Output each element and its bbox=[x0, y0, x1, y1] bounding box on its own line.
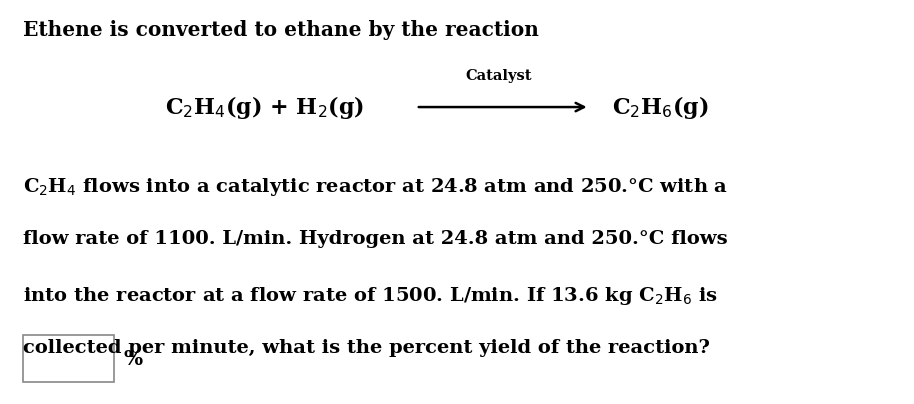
Text: flow rate of 1100. L/min. Hydrogen at 24.8 atm and 250.°C flows: flow rate of 1100. L/min. Hydrogen at 24… bbox=[23, 230, 728, 248]
Text: %: % bbox=[123, 349, 143, 369]
Text: into the reactor at a flow rate of 1500. L/min. If 13.6 kg C$_2$H$_6$ is: into the reactor at a flow rate of 1500.… bbox=[23, 285, 717, 307]
Text: C$_2$H$_4$ flows into a catalytic reactor at 24.8 atm and 250.°C with a: C$_2$H$_4$ flows into a catalytic reacto… bbox=[23, 176, 728, 198]
Text: C$_2$H$_4$(g) + H$_2$(g): C$_2$H$_4$(g) + H$_2$(g) bbox=[165, 94, 364, 120]
Text: Catalyst: Catalyst bbox=[465, 69, 531, 83]
Text: Ethene is converted to ethane by the reaction: Ethene is converted to ethane by the rea… bbox=[23, 20, 538, 40]
Text: collected per minute, what is the percent yield of the reaction?: collected per minute, what is the percen… bbox=[23, 339, 710, 358]
Bar bbox=[23, 335, 114, 382]
Text: C$_2$H$_6$(g): C$_2$H$_6$(g) bbox=[612, 94, 709, 120]
